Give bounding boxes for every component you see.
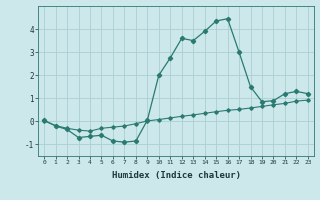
X-axis label: Humidex (Indice chaleur): Humidex (Indice chaleur) (111, 171, 241, 180)
